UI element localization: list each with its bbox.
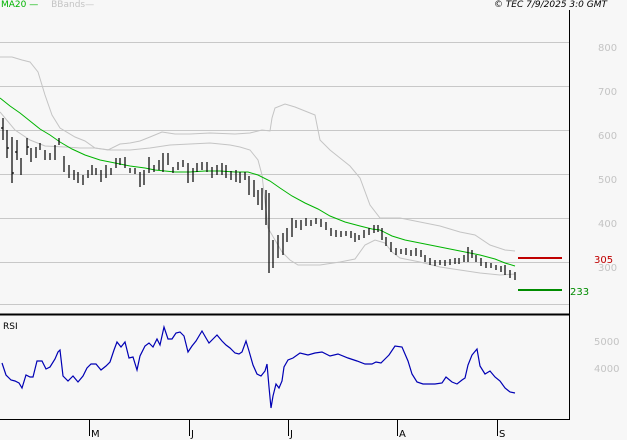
svg-text:800: 800 <box>598 43 617 54</box>
ma20-line <box>0 97 516 267</box>
legend-bbands: BBands— <box>51 0 95 10</box>
rsi-line <box>1 324 516 409</box>
legend-ma20: MA20 — <box>1 0 39 10</box>
svg-text:500: 500 <box>598 175 617 186</box>
month-labels: M J J A S <box>91 429 505 440</box>
svg-text:A: A <box>399 429 406 440</box>
support-label: 233 <box>570 287 589 298</box>
resistance-label: 305 <box>594 255 613 266</box>
rsi-axis-labels: 5000 4000 <box>594 337 619 375</box>
bollinger-bands <box>0 56 516 276</box>
chart-legend: MA20 — BBands— <box>1 0 94 11</box>
copyright-timestamp: © TEC 7/9/2025 3:0 GMT <box>493 0 607 10</box>
svg-text:M: M <box>91 429 100 440</box>
svg-text:300: 300 <box>598 263 617 274</box>
rsi-panel-label: RSI <box>3 322 18 332</box>
month-ticks <box>89 420 498 436</box>
price-axis-labels: 800 700 600 500 400 300 <box>598 43 617 274</box>
svg-text:S: S <box>499 429 505 440</box>
svg-text:J: J <box>190 429 194 440</box>
svg-text:J: J <box>289 429 293 440</box>
price-bars <box>1 118 516 280</box>
svg-text:700: 700 <box>598 87 617 98</box>
price-gridlines <box>0 42 569 305</box>
svg-text:600: 600 <box>598 131 617 142</box>
svg-text:4000: 4000 <box>594 364 619 375</box>
svg-text:5000: 5000 <box>594 337 619 348</box>
svg-text:400: 400 <box>598 219 617 230</box>
